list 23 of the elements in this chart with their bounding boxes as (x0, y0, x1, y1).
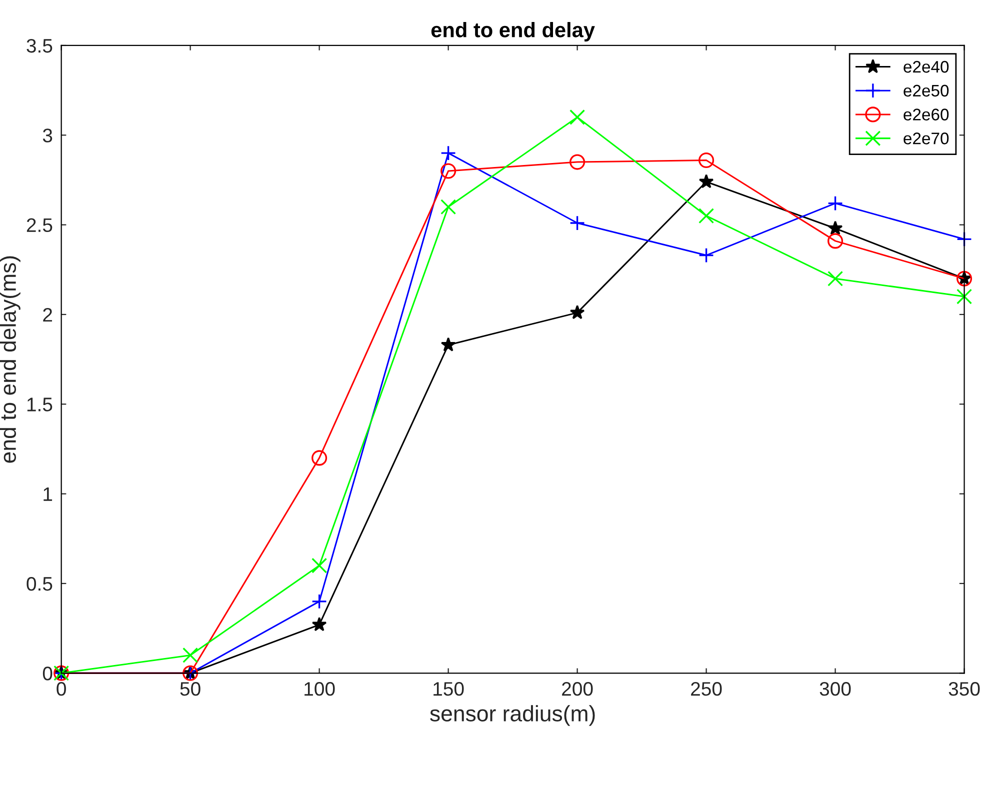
y-tick-label: 1 (44, 487, 52, 501)
x-tick-label: 200 (562, 682, 593, 696)
x-tick-label: 300 (820, 682, 851, 696)
x-tick-label: 350 (948, 682, 980, 696)
legend-label: e2e40 (904, 60, 949, 73)
chart-title: end to end delay (431, 22, 595, 42)
legend-label: e2e50 (904, 84, 949, 97)
x-tick-label: 50 (180, 682, 200, 696)
x-tick-label: 0 (56, 682, 66, 696)
x-tick-label: 100 (304, 682, 335, 696)
legend-label: e2e70 (904, 132, 949, 144)
x-tick-label: 250 (691, 682, 722, 696)
y-tick-label: 3.5 (26, 38, 52, 53)
y-tick-label: 2.5 (26, 218, 52, 232)
y-tick-label: 1.5 (27, 398, 52, 412)
y-tick-label: 0 (42, 666, 52, 680)
y-axis-title: end to end delay(ms) (0, 256, 20, 463)
y-tick-label: 0.5 (26, 576, 52, 591)
legend-label: e2e60 (904, 108, 949, 120)
y-tick-label: 3 (42, 128, 52, 142)
y-tick-label: 2 (43, 308, 52, 322)
x-axis-title: sensor radius(m) (430, 705, 595, 726)
x-tick-label: 150 (434, 682, 464, 696)
